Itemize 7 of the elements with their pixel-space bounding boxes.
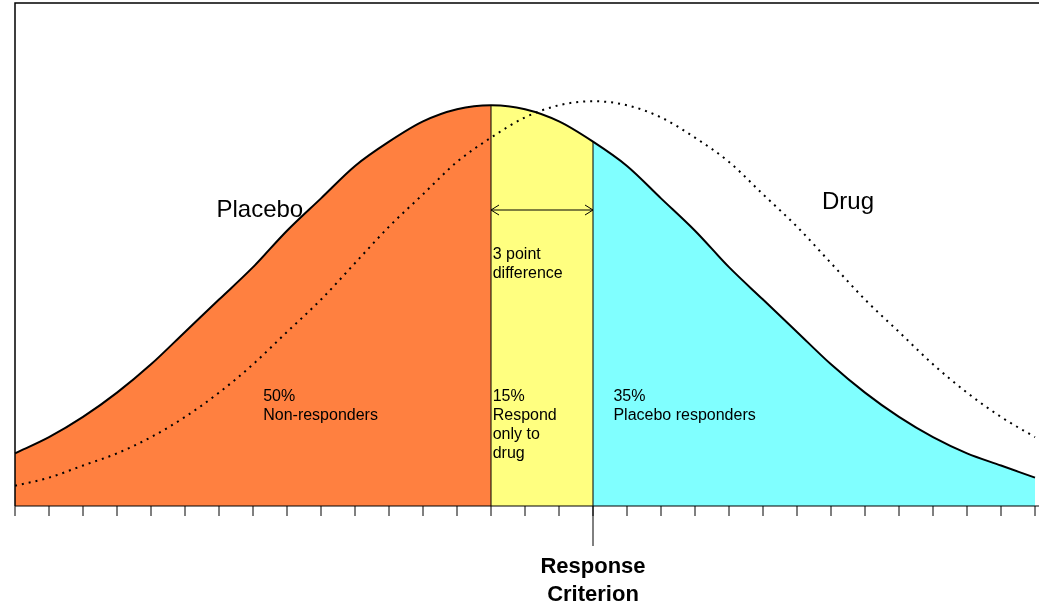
x-axis-title: Response Criterion <box>540 553 646 607</box>
series-label: Placebo <box>216 194 304 222</box>
series-label: Drug <box>821 186 875 214</box>
annotation: 35% Placebo responders <box>613 387 756 424</box>
annotation: 3 point difference <box>492 245 563 282</box>
annotation: 15% Respond only to drug <box>492 387 557 462</box>
annotation: 50% Non-responders <box>263 387 378 424</box>
